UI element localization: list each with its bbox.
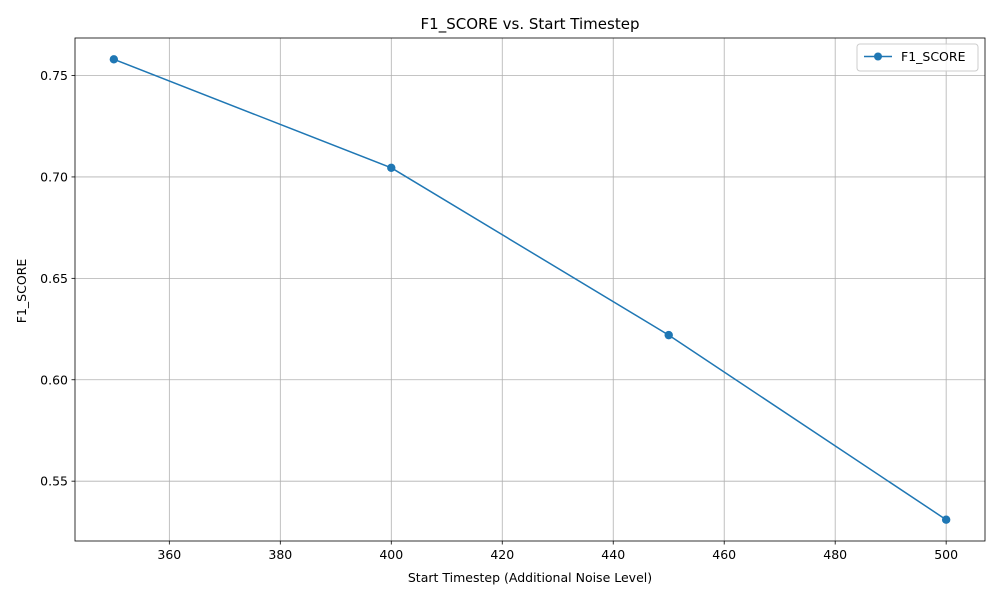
- data-point: [941, 515, 951, 524]
- x-tick-label: 480: [823, 547, 847, 562]
- y-tick-label: 0.65: [40, 271, 68, 286]
- y-tick-label: 0.70: [40, 169, 68, 184]
- legend-label: F1_SCORE: [901, 49, 966, 64]
- y-tick-label: 0.55: [40, 474, 68, 489]
- x-tick-label: 400: [379, 547, 403, 562]
- chart-title: F1_SCORE vs. Start Timestep: [421, 15, 640, 34]
- legend-box: [856, 43, 979, 72]
- data-point: [387, 163, 396, 173]
- x-tick-label: 500: [934, 547, 958, 562]
- x-tick-label: 460: [712, 547, 736, 562]
- x-axis-ticks: 360 380 400 420 440 460 480 500: [157, 541, 958, 562]
- grid-lines: [75, 38, 985, 541]
- y-axis-title: F1_SCORE: [14, 259, 29, 324]
- x-tick-label: 360: [157, 547, 181, 562]
- x-tick-label: 420: [490, 547, 514, 562]
- series-layer: [109, 55, 951, 524]
- y-tick-label: 0.60: [40, 372, 68, 387]
- plot-frame: [74, 37, 986, 542]
- data-point: [109, 55, 119, 64]
- legend-marker-sample: [874, 52, 882, 61]
- x-tick-label: 440: [601, 547, 625, 562]
- y-tick-label: 0.75: [40, 68, 68, 83]
- y-axis-ticks: 0.55 0.60 0.65 0.70 0.75: [40, 68, 75, 489]
- x-tick-label: 380: [268, 547, 292, 562]
- legend: F1_SCORE: [856, 43, 979, 72]
- x-axis-title: Start Timestep (Additional Noise Level): [408, 570, 652, 585]
- data-point: [664, 330, 673, 340]
- series-line: [113, 58, 947, 521]
